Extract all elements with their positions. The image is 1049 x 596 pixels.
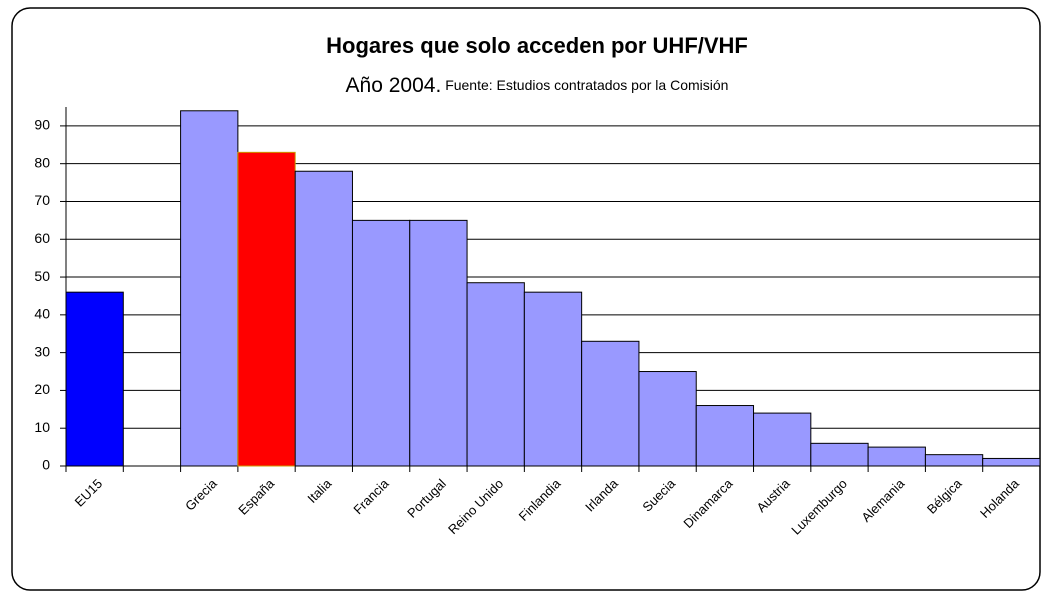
bar [753,412,812,467]
y-tick-label: 40 [34,306,50,322]
y-tick-label: 50 [34,268,50,284]
bar [982,457,1041,467]
bar [65,291,124,467]
y-tick-label: 90 [34,117,50,133]
bar [810,442,869,467]
bar [695,405,755,467]
bar [867,446,926,467]
subtitle: Año 2004. [346,74,442,97]
chart-title: Hogares que solo acceden por UHF/VHF [326,33,748,58]
y-tick-label: 70 [34,192,50,208]
source: Fuente: Estudios contratados por la Comi… [445,77,728,93]
y-tick-label: 10 [34,419,50,435]
y-tick-label: 20 [34,381,50,397]
chart-subtitle: Año 2004. Fuente: Estudios contratados p… [346,74,729,97]
bar [581,340,640,467]
bar [523,291,583,467]
y-tick-label: 0 [42,457,50,473]
bar [180,110,239,467]
bar [409,219,468,467]
bar [237,151,296,467]
y-tick-label: 80 [34,154,50,170]
bar [466,282,525,467]
y-tick-label: 60 [34,230,50,246]
bar [924,454,984,467]
y-tick-label: 30 [34,343,50,359]
bar [638,371,697,467]
bar [294,170,353,467]
bar [351,219,411,467]
